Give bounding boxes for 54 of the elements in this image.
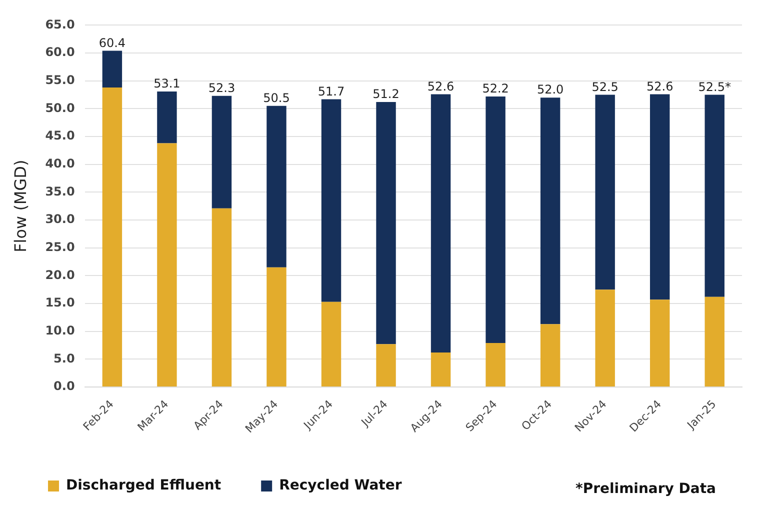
total-label: 50.5 — [263, 91, 290, 106]
text: *Preliminary Data — [576, 481, 716, 497]
bar — [430, 352, 451, 387]
y-tick-label: 40.0 — [45, 156, 75, 170]
bar — [102, 88, 122, 387]
y-tick-label: 50.0 — [45, 100, 75, 115]
total-label: 53.1 — [154, 76, 180, 91]
y-axis-title: Flow (MGD) — [10, 160, 30, 252]
y-tick-label: 20.0 — [45, 268, 75, 282]
legend-label: Recycled Water — [279, 478, 402, 494]
total-label: 52.2 — [482, 82, 509, 96]
y-tick-label: 5.0 — [54, 351, 75, 366]
bar — [157, 143, 177, 387]
bar — [212, 96, 232, 208]
bar — [157, 91, 177, 144]
bar — [486, 343, 506, 387]
total-label: 51.2 — [372, 87, 400, 102]
bar — [704, 94, 724, 297]
legend-label: Discharged Effluent — [66, 478, 222, 494]
bar — [540, 98, 560, 324]
bar — [321, 99, 342, 302]
bar — [212, 208, 232, 387]
bar — [595, 290, 615, 387]
y-tick-label: 0.0 — [54, 379, 75, 394]
total-label: 52.6 — [427, 79, 454, 94]
total-label: 51.7 — [318, 84, 345, 98]
bar — [321, 302, 342, 387]
bar — [540, 324, 560, 387]
y-tick-label: 45.0 — [45, 128, 75, 143]
bar — [266, 106, 286, 268]
total-label: 52.5 — [592, 80, 618, 94]
bar — [376, 102, 396, 344]
y-tick-label: 25.0 — [45, 240, 75, 254]
y-tick-label: 60.0 — [45, 45, 75, 60]
total-label: 52.3 — [208, 81, 236, 96]
y-tick-label: 55.0 — [45, 72, 75, 87]
bar — [102, 50, 122, 88]
bar — [430, 94, 451, 353]
y-tick-label: 30.0 — [45, 212, 75, 226]
y-tick-label: 65.0 — [45, 17, 75, 32]
bar — [595, 94, 615, 290]
y-tick-label: 35.0 — [45, 184, 75, 198]
total-label: 60.4 — [98, 36, 126, 50]
bar — [486, 96, 506, 344]
y-tick-label: 10.0 — [45, 323, 75, 338]
bar — [650, 300, 670, 387]
bar — [650, 94, 670, 300]
bar — [704, 296, 724, 387]
total-label: 52.6 — [646, 79, 674, 94]
bar — [376, 344, 396, 387]
y-tick-label: 15.0 — [45, 296, 75, 310]
total-label: 52.5* — [698, 80, 731, 94]
bar — [266, 267, 286, 387]
total-label: 52.0 — [536, 82, 564, 97]
